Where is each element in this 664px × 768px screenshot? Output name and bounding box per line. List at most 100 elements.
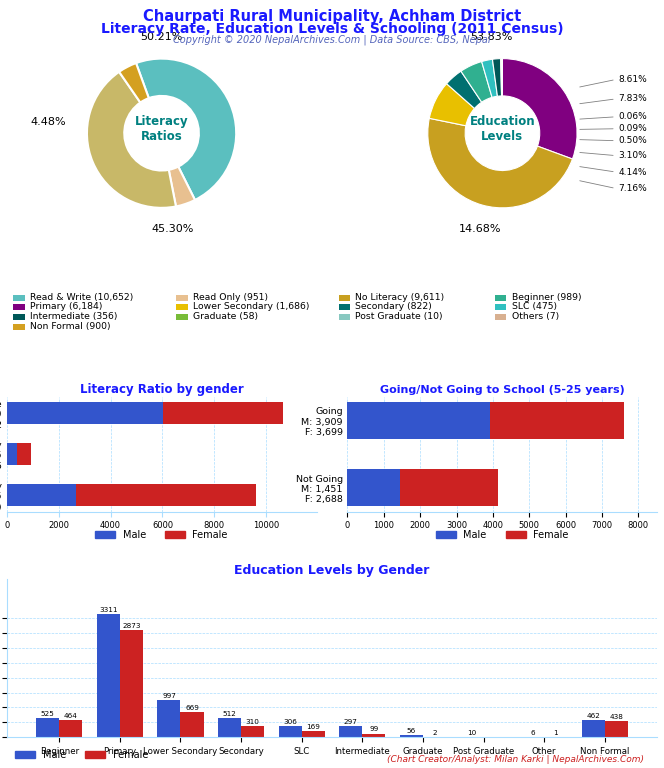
Text: 525: 525 xyxy=(41,710,54,717)
Title: Literacy Ratio by gender: Literacy Ratio by gender xyxy=(80,382,244,396)
Bar xyxy=(301,731,325,737)
Bar xyxy=(363,733,385,737)
Bar xyxy=(279,726,301,737)
Title: Going/Not Going to School (5-25 years): Going/Not Going to School (5-25 years) xyxy=(380,385,625,395)
Bar xyxy=(163,402,284,425)
Text: 53.83%: 53.83% xyxy=(470,32,513,42)
FancyBboxPatch shape xyxy=(339,304,350,310)
Legend: Male, Female: Male, Female xyxy=(11,746,152,764)
Text: Graduate (58): Graduate (58) xyxy=(193,312,258,321)
Text: 0.09%: 0.09% xyxy=(618,124,647,133)
Bar xyxy=(157,700,181,737)
FancyBboxPatch shape xyxy=(176,314,187,320)
Text: 310: 310 xyxy=(246,719,260,725)
Text: 8.61%: 8.61% xyxy=(618,75,647,84)
Bar xyxy=(17,443,31,465)
Text: 0.50%: 0.50% xyxy=(618,136,647,145)
Wedge shape xyxy=(447,71,481,108)
Text: 7.83%: 7.83% xyxy=(618,94,647,104)
Text: Non Formal (900): Non Formal (900) xyxy=(30,322,111,330)
Bar xyxy=(7,443,17,465)
Wedge shape xyxy=(136,58,236,200)
Bar xyxy=(7,484,76,506)
Wedge shape xyxy=(87,72,176,208)
Text: 462: 462 xyxy=(586,713,600,719)
Bar xyxy=(489,402,624,439)
FancyBboxPatch shape xyxy=(495,304,507,310)
Text: (Chart Creator/Analyst: Milan Karki | NepalArchives.Com): (Chart Creator/Analyst: Milan Karki | Ne… xyxy=(387,755,644,764)
Text: 4.14%: 4.14% xyxy=(618,167,647,177)
Text: 50.21%: 50.21% xyxy=(140,32,183,42)
FancyBboxPatch shape xyxy=(176,295,187,300)
Text: 2: 2 xyxy=(432,730,437,736)
Wedge shape xyxy=(119,63,149,102)
Text: Primary (6,184): Primary (6,184) xyxy=(30,303,102,311)
Text: 7.16%: 7.16% xyxy=(618,184,647,193)
Text: 438: 438 xyxy=(610,713,623,720)
Text: 997: 997 xyxy=(162,693,176,699)
Text: Education
Levels: Education Levels xyxy=(469,115,535,144)
Bar xyxy=(181,713,203,737)
Bar xyxy=(97,614,120,737)
Text: 2873: 2873 xyxy=(122,623,141,629)
Wedge shape xyxy=(461,61,492,102)
Bar xyxy=(218,718,241,737)
Text: 669: 669 xyxy=(185,705,199,711)
Wedge shape xyxy=(481,59,497,98)
FancyBboxPatch shape xyxy=(176,304,187,310)
Text: 6: 6 xyxy=(531,730,535,736)
Text: 99: 99 xyxy=(369,727,378,733)
FancyBboxPatch shape xyxy=(13,304,25,310)
FancyBboxPatch shape xyxy=(339,295,350,300)
Bar xyxy=(605,721,627,737)
Bar xyxy=(400,735,423,737)
Text: 14.68%: 14.68% xyxy=(459,224,501,234)
Text: Intermediate (356): Intermediate (356) xyxy=(30,312,118,321)
FancyBboxPatch shape xyxy=(339,314,350,320)
Bar xyxy=(7,402,163,425)
Text: 464: 464 xyxy=(64,713,78,719)
FancyBboxPatch shape xyxy=(13,323,25,329)
Bar xyxy=(400,469,498,506)
Text: 10: 10 xyxy=(467,730,477,736)
Text: Post Graduate (10): Post Graduate (10) xyxy=(355,312,443,321)
Bar xyxy=(582,720,605,737)
Text: 45.30%: 45.30% xyxy=(151,224,194,234)
Legend: Male, Female: Male, Female xyxy=(92,525,232,544)
Wedge shape xyxy=(501,58,502,96)
Wedge shape xyxy=(430,84,475,126)
Bar xyxy=(59,720,82,737)
Text: 169: 169 xyxy=(306,724,320,730)
Wedge shape xyxy=(169,167,195,207)
Legend: Male, Female: Male, Female xyxy=(432,525,572,544)
FancyBboxPatch shape xyxy=(13,295,25,300)
Text: Read Only (951): Read Only (951) xyxy=(193,293,268,302)
Bar xyxy=(347,402,489,439)
Text: Lower Secondary (1,686): Lower Secondary (1,686) xyxy=(193,303,309,311)
Bar xyxy=(347,469,400,506)
Text: Others (7): Others (7) xyxy=(511,312,558,321)
Text: 4.48%: 4.48% xyxy=(31,117,66,127)
Text: Literacy
Ratios: Literacy Ratios xyxy=(135,115,189,144)
Wedge shape xyxy=(493,58,501,96)
Wedge shape xyxy=(428,118,572,208)
Text: 3.10%: 3.10% xyxy=(618,151,647,160)
Text: SLC (475): SLC (475) xyxy=(511,303,556,311)
Text: Chaurpati Rural Municipality, Achham District: Chaurpati Rural Municipality, Achham Dis… xyxy=(143,9,521,25)
Text: Beginner (989): Beginner (989) xyxy=(511,293,581,302)
Bar xyxy=(37,718,59,737)
Wedge shape xyxy=(503,58,577,159)
Bar xyxy=(241,726,264,737)
Text: 3311: 3311 xyxy=(99,607,118,613)
Text: No Literacy (9,611): No Literacy (9,611) xyxy=(355,293,445,302)
Text: Read & Write (10,652): Read & Write (10,652) xyxy=(30,293,133,302)
Text: 56: 56 xyxy=(407,728,416,734)
Bar xyxy=(76,484,256,506)
FancyBboxPatch shape xyxy=(13,314,25,320)
Text: Secondary (822): Secondary (822) xyxy=(355,303,432,311)
Text: 512: 512 xyxy=(222,711,236,717)
Text: Copyright © 2020 NepalArchives.Com | Data Source: CBS, Nepal: Copyright © 2020 NepalArchives.Com | Dat… xyxy=(173,35,491,45)
Text: 1: 1 xyxy=(553,730,558,736)
Title: Education Levels by Gender: Education Levels by Gender xyxy=(234,564,430,577)
FancyBboxPatch shape xyxy=(495,314,507,320)
